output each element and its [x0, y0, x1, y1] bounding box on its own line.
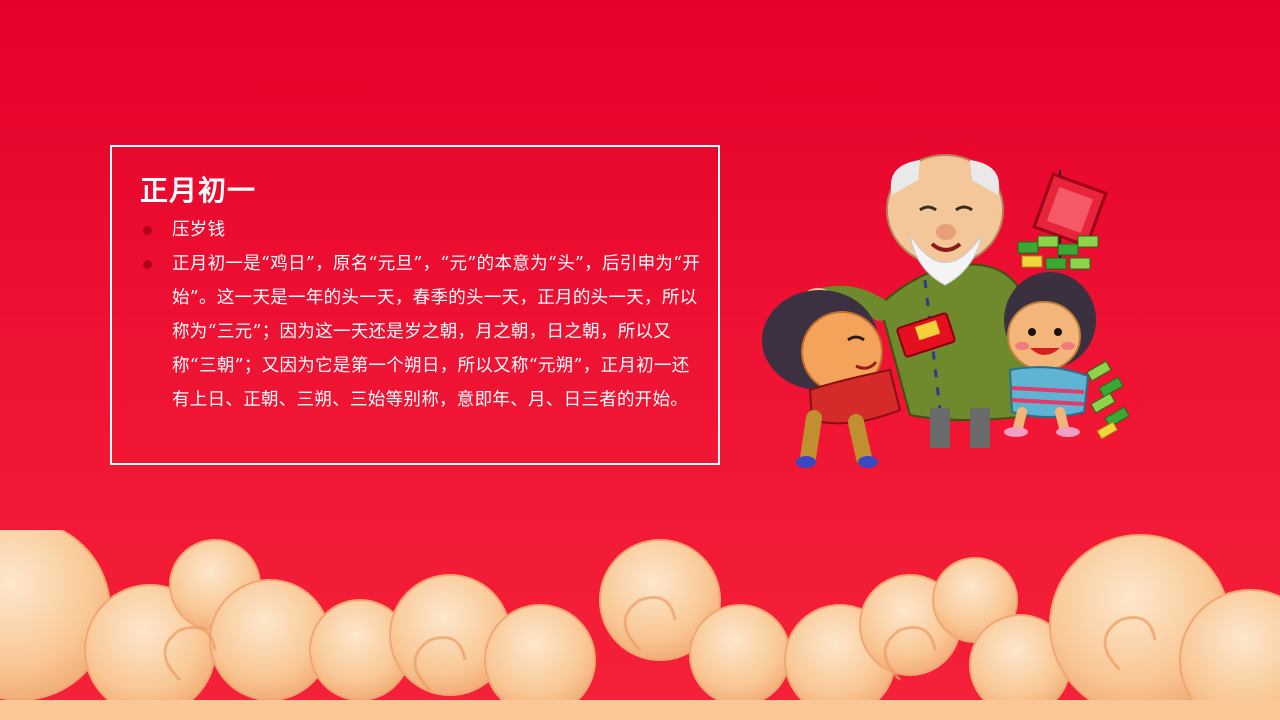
bullet-item: 压岁钱: [142, 213, 702, 247]
auspicious-clouds-icon: [0, 530, 1280, 720]
bullet-text: 正月初一是“鸡日”，原名“元旦”，“元”的本意为“头”，后引申为“开始”。这一天…: [172, 254, 701, 410]
bullet-text: 压岁钱: [172, 220, 226, 240]
bullet-list: 压岁钱 正月初一是“鸡日”，原名“元旦”，“元”的本意为“头”，后引申为“开始”…: [142, 213, 702, 417]
family-new-year-illustration-icon: [762, 154, 1130, 468]
slide-title: 正月初一: [140, 174, 257, 207]
bullet-dot-icon: [143, 226, 152, 235]
bullet-dot-icon: [143, 260, 152, 269]
content-box: 正月初一 压岁钱 正月初一是“鸡日”，原名“元旦”，“元”的本意为“头”，后引申…: [110, 145, 720, 465]
bullet-item: 正月初一是“鸡日”，原名“元旦”，“元”的本意为“头”，后引申为“开始”。这一天…: [142, 247, 702, 417]
